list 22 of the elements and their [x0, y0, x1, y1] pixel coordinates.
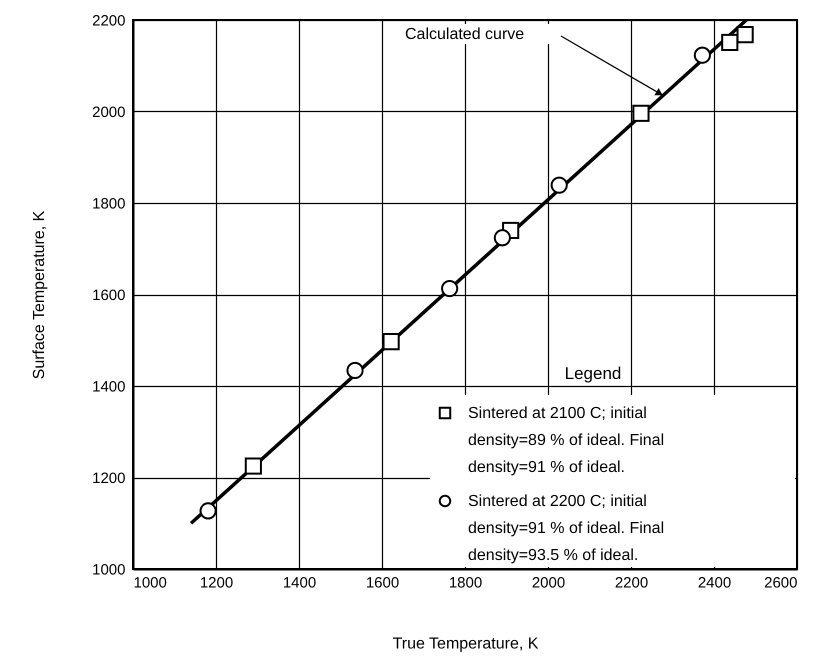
x-tick-label: 2600	[764, 574, 798, 592]
y-tick-label: 2200	[92, 12, 126, 30]
x-axis-title: True Temperature, K	[392, 636, 539, 652]
y-tick-label: 1800	[92, 196, 126, 212]
y-axis-title: Surface Temperature, K	[31, 210, 48, 380]
y-tick-label: 2000	[92, 104, 126, 121]
y-tick-label: 1200	[92, 470, 126, 487]
legend-title: Legend	[564, 364, 622, 383]
y-tick-label: 1000	[92, 562, 126, 578]
legend-label: Sintered at 2200 C; initial density=91 % of ideal. Final density=93.5 % of ideal.	[468, 493, 664, 564]
x-tick-label: 1400	[282, 574, 316, 592]
legend-label: Sintered at 2100 C; initial density=89 % of ideal. Final density=91 % of ideal.	[468, 405, 664, 476]
y-tick-label: 1400	[92, 378, 126, 396]
x-tick-label: 1000	[134, 574, 167, 592]
y-tick-label: 1600	[92, 287, 126, 304]
x-tick-label: 1800	[448, 574, 482, 592]
x-tick-label: 2000	[532, 574, 566, 592]
x-tick-label: 1200	[200, 574, 234, 592]
x-tick-label: 2200	[614, 574, 648, 592]
annotation: Calculated curve	[405, 26, 524, 43]
x-tick-label: 1600	[366, 574, 400, 592]
x-tick-label: 2400	[698, 574, 732, 592]
